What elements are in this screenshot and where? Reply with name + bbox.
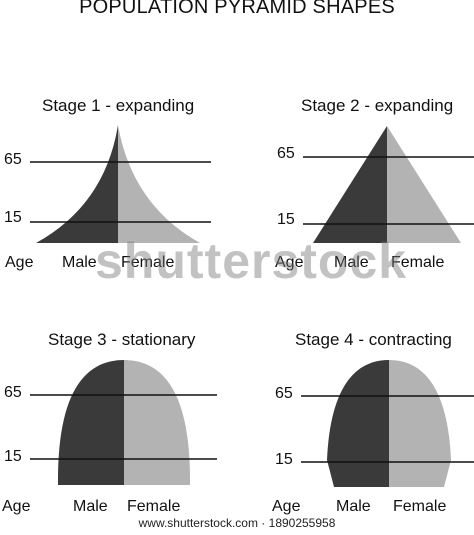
age-15-label: 15 (277, 211, 295, 228)
female-label: Female (391, 254, 445, 271)
stage-3-pyramid (30, 360, 217, 485)
age-15-label: 15 (4, 209, 22, 226)
age-axis-label: Age (5, 254, 34, 271)
female-label: Female (393, 498, 447, 515)
stage-title: Stage 1 - expanding (42, 96, 195, 115)
stage-title: Stage 2 - expanding (301, 96, 454, 115)
stage-1-panel: Stage 1 - expanding 65 15 Age Male Femal… (0, 0, 237, 280)
stage-title: Stage 3 - stationary (48, 330, 196, 349)
stage-4-pyramid (301, 360, 474, 487)
male-label: Male (334, 254, 369, 271)
male-shape (313, 126, 387, 243)
male-shape (36, 125, 118, 243)
stage-2-pyramid (303, 126, 474, 243)
age-65-label: 65 (275, 385, 293, 402)
female-label: Female (121, 254, 175, 271)
age-15-label: 15 (4, 448, 22, 465)
stage-title: Stage 4 - contracting (295, 330, 452, 349)
age-axis-label: Age (272, 498, 301, 515)
age-65-label: 65 (4, 384, 22, 401)
age-65-label: 65 (277, 145, 295, 162)
male-label: Male (73, 498, 108, 515)
age-axis-label: Age (2, 498, 31, 515)
page-title: POPULATION PYRAMID SHAPES (79, 0, 395, 18)
female-shape (387, 126, 461, 243)
female-shape (124, 360, 191, 485)
male-shape (327, 360, 389, 487)
stage-1-pyramid (30, 125, 211, 243)
age-axis-label: Age (275, 254, 304, 271)
male-shape (57, 360, 124, 485)
female-shape (118, 125, 200, 243)
male-label: Male (62, 254, 97, 271)
stage-4-panel: Stage 4 - contracting 65 15 Age Male Fem… (237, 280, 474, 516)
stage-2-panel: Stage 2 - expanding 65 15 Age Male Femal… (237, 0, 474, 280)
age-15-label: 15 (275, 451, 293, 468)
male-label: Male (336, 498, 371, 515)
watermark: shutterstock (95, 233, 408, 289)
stage-3-panel: Stage 3 - stationary 65 15 Age Male Fema… (0, 280, 237, 516)
female-label: Female (127, 498, 181, 515)
footer-text: www.shutterstock.com · 1890255958 (138, 516, 336, 530)
female-shape (389, 360, 451, 487)
age-65-label: 65 (4, 151, 22, 168)
